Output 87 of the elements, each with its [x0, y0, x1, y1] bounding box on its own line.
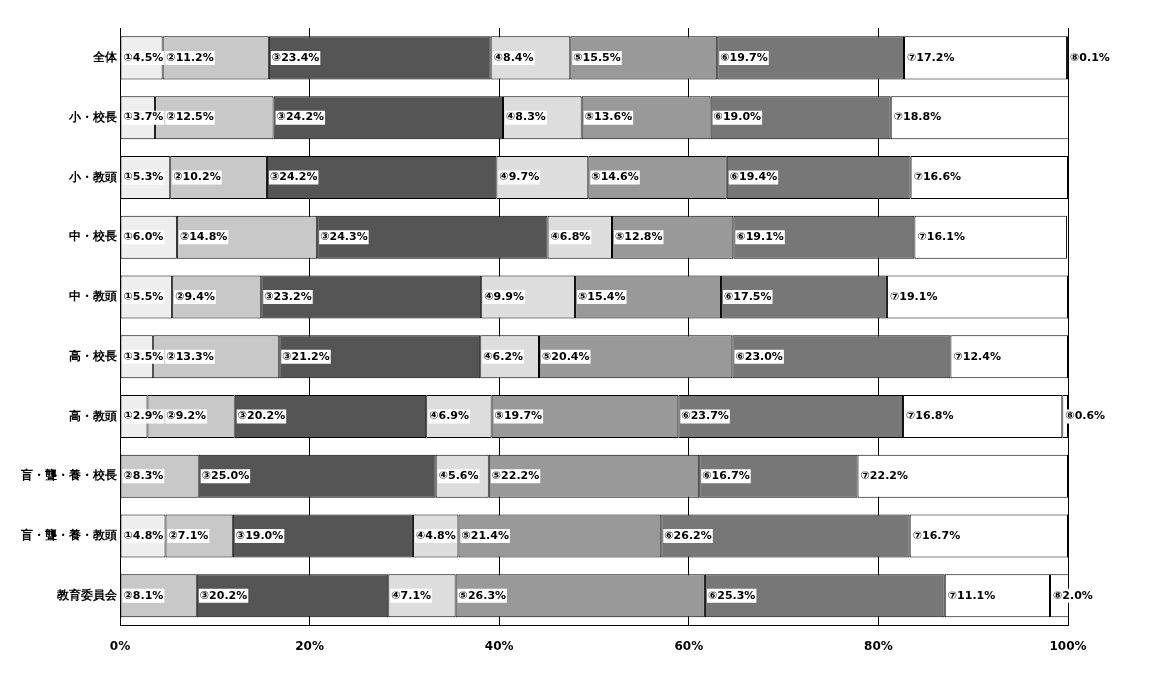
data-label: ⑤13.6% [584, 110, 633, 124]
data-label: ⑦18.8% [893, 110, 942, 124]
y-tick-label: 小・教頭 [68, 169, 117, 184]
data-label: ②11.2% [166, 50, 214, 64]
data-label: ④4.8% [415, 528, 456, 542]
data-label: ③19.0% [235, 528, 284, 542]
data-label: ①5.5% [123, 289, 164, 303]
data-label: ①3.7% [123, 110, 164, 124]
data-label: ②13.3% [166, 349, 214, 363]
data-label: ④6.8% [550, 230, 591, 244]
data-label: ③24.2% [276, 110, 325, 124]
data-label: ②12.5% [166, 110, 214, 124]
data-label: ⑧0.1% [1070, 50, 1110, 64]
data-label: ⑥19.0% [713, 110, 762, 124]
y-tick-label: 教育委員会 [56, 587, 118, 602]
data-label: ⑤15.4% [578, 289, 626, 303]
data-label: ④6.2% [483, 349, 524, 363]
data-label: ④8.4% [493, 50, 534, 64]
data-label: ⑤22.2% [491, 469, 540, 483]
data-label: ②9.4% [175, 289, 215, 303]
data-label: ⑦16.6% [913, 170, 962, 184]
data-label: ③25.0% [201, 469, 250, 483]
data-label: ②10.2% [173, 170, 221, 184]
data-label: ③23.4% [271, 50, 320, 64]
data-label: ⑤21.4% [461, 528, 509, 542]
y-tick-label: 全体 [92, 50, 118, 65]
data-label: ③23.2% [264, 289, 312, 303]
data-label: ⑧0.6% [1065, 409, 1106, 423]
data-label: ④9.9% [484, 289, 525, 303]
data-label: ⑦16.8% [906, 409, 954, 423]
y-tick-label: 高・教頭 [69, 408, 117, 423]
data-label: ⑥23.7% [681, 409, 729, 423]
data-label: ①5.3% [123, 170, 164, 184]
data-label: ①2.9% [123, 409, 164, 423]
data-label: ③24.3% [320, 230, 368, 244]
y-tick-label: 高・校長 [69, 348, 117, 363]
x-tick-label: 20% [295, 638, 324, 653]
data-label: ③21.2% [282, 349, 330, 363]
data-label: ⑥19.1% [736, 230, 784, 244]
y-tick-label: 小・校長 [68, 109, 117, 124]
data-label: ②7.1% [168, 528, 209, 542]
data-label: ⑦16.1% [917, 230, 965, 244]
data-label: ④9.7% [499, 170, 540, 184]
data-label: ②8.1% [123, 588, 164, 602]
data-label: ③24.2% [269, 170, 318, 184]
data-label: ⑥17.5% [724, 289, 772, 303]
data-label: ⑤15.5% [573, 50, 621, 64]
data-label: ⑥19.4% [729, 170, 778, 184]
data-label: ⑦16.7% [912, 528, 961, 542]
data-label: ⑤14.6% [591, 170, 639, 184]
y-tick-label: 中・校長 [69, 229, 117, 244]
x-tick-label: 0% [109, 638, 131, 653]
data-label: ⑥19.7% [720, 50, 768, 64]
data-label: ①4.8% [123, 528, 164, 542]
data-label: ①6.0% [123, 230, 164, 244]
data-label: ⑦12.4% [953, 349, 1001, 363]
data-label: ①3.5% [123, 349, 164, 363]
y-tick-label: 盲・聾・養・教頭 [20, 528, 117, 543]
data-label: ⑥25.3% [707, 588, 756, 602]
data-label: ④8.3% [505, 110, 546, 124]
data-label: ⑤26.3% [458, 588, 507, 602]
data-label: ⑤12.8% [615, 230, 663, 244]
x-tick-label: 100% [1049, 638, 1087, 653]
x-tick-label: 60% [674, 638, 704, 653]
data-label: ①4.5% [123, 50, 164, 64]
data-label: ②14.8% [179, 230, 228, 244]
data-label: ④6.9% [429, 409, 470, 423]
data-label: ⑦22.2% [860, 469, 909, 483]
data-label: ②9.2% [166, 409, 207, 423]
data-label: ⑦11.1% [947, 588, 996, 602]
y-tick-label: 盲・聾・養・校長 [20, 468, 117, 483]
data-label: ③20.2% [199, 588, 248, 602]
x-tick-label: 80% [864, 638, 893, 653]
data-label: ②8.3% [123, 469, 164, 483]
data-label: ⑦17.2% [907, 50, 955, 64]
data-label: ③20.2% [237, 409, 286, 423]
y-tick-label: 中・教頭 [69, 289, 117, 304]
data-label: ④7.1% [391, 588, 432, 602]
data-label: ⑦19.1% [889, 289, 938, 303]
data-label: ④5.6% [438, 469, 479, 483]
data-label: ⑥23.0% [735, 349, 783, 363]
data-label: ⑤20.4% [542, 349, 590, 363]
data-label: ⑧2.0% [1052, 588, 1093, 602]
data-label: ⑤19.7% [494, 409, 543, 423]
x-tick-label: 40% [484, 638, 514, 653]
data-label: ⑥16.7% [702, 469, 750, 483]
data-label: ⑥26.2% [664, 528, 712, 542]
